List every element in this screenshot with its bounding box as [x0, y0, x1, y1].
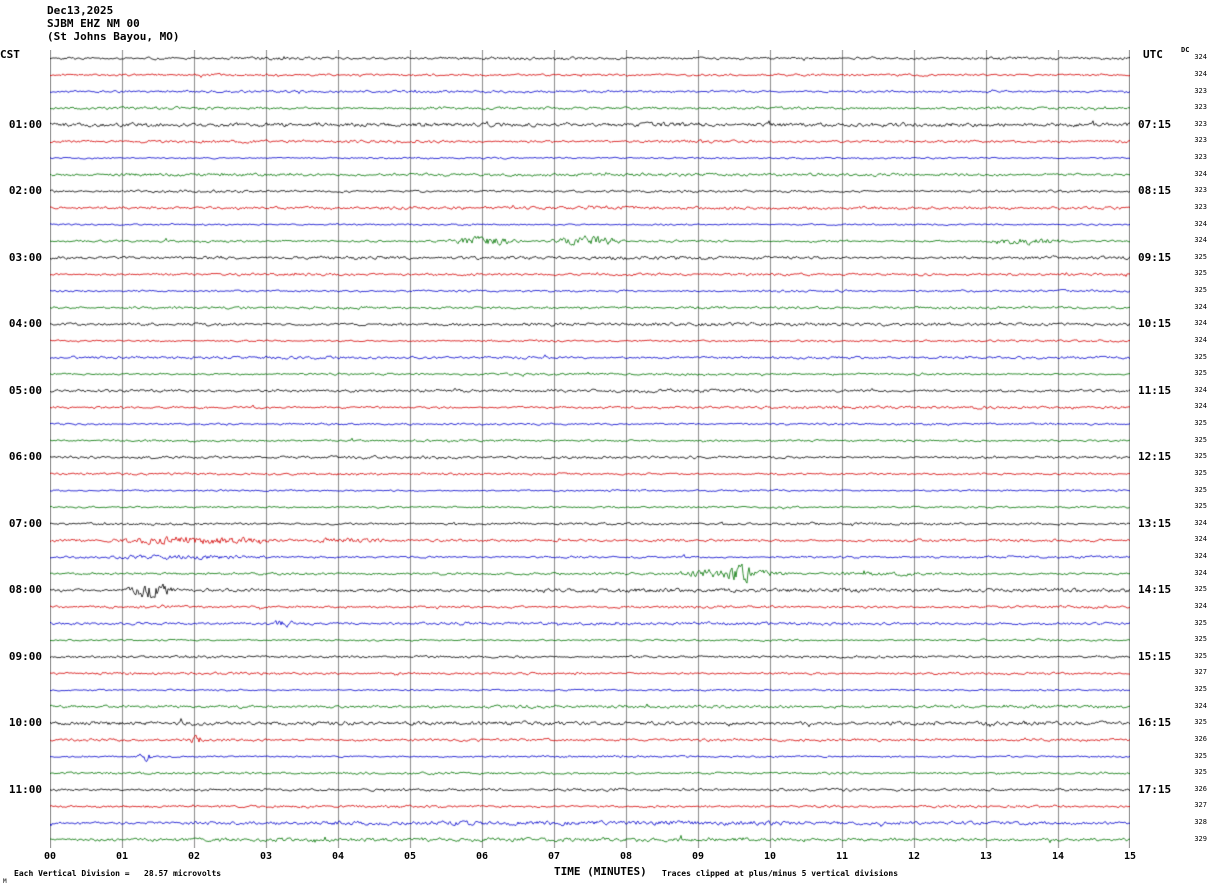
dc-value: 324 [1194, 552, 1207, 561]
title-location: (St Johns Bayou, MO) [47, 30, 180, 43]
utc-tick-label: 17:15 [1138, 782, 1172, 796]
minute-tick-label: 10 [763, 851, 777, 862]
dc-value: 327 [1194, 801, 1207, 810]
cst-tick-label: 01:00 [8, 117, 42, 131]
cst-tick-label: 11:00 [8, 782, 42, 796]
dc-value: 323 [1194, 136, 1207, 145]
dc-value: 324 [1194, 69, 1207, 78]
dc-value: 324 [1194, 535, 1207, 544]
cst-tick-label: 08:00 [8, 583, 42, 597]
utc-tick-label: 09:15 [1138, 250, 1172, 264]
dc-value: 323 [1194, 153, 1207, 162]
dc-value: 324 [1194, 219, 1207, 228]
minute-tick-label: 14 [1051, 851, 1065, 862]
minute-tick-label: 04 [331, 851, 345, 862]
dc-value: 325 [1194, 369, 1207, 378]
utc-tick-label: 08:15 [1138, 184, 1172, 198]
dc-value: 325 [1194, 768, 1207, 777]
utc-tick-label: 07:15 [1138, 117, 1172, 131]
dc-value: 328 [1194, 818, 1207, 827]
seismogram-canvas [50, 50, 1130, 848]
title-station: SJBM EHZ NM 00 [47, 17, 140, 30]
right-axis-title: UTC [1143, 48, 1163, 61]
minute-tick-label: 09 [691, 851, 705, 862]
right-axis-ticks: 07:15 08:15 09:15 10:15 11:15 12:15 13:15 14:15… [1136, 0, 1182, 886]
dc-value: 325 [1194, 685, 1207, 694]
cst-tick-label: 06:00 [8, 450, 42, 464]
dc-value: 324 [1194, 302, 1207, 311]
footer-scale-note: Each Vertical Division = 28.57 microvolt… [14, 869, 222, 878]
cst-tick-label: 07:00 [8, 516, 42, 530]
dc-value: 325 [1194, 618, 1207, 627]
dc-value: 325 [1194, 452, 1207, 461]
minute-tick-label: 12 [907, 851, 921, 862]
left-axis-title: CST [0, 48, 20, 61]
dc-value: 323 [1194, 186, 1207, 195]
utc-tick-label: 15:15 [1138, 649, 1172, 663]
x-axis-label: TIME (MINUTES) [554, 865, 647, 878]
dc-value: 329 [1194, 834, 1207, 843]
dc-value: 324 [1194, 402, 1207, 411]
dc-value: 327 [1194, 668, 1207, 677]
minute-tick-label: 08 [619, 851, 633, 862]
left-axis-ticks: 01:00 02:00 03:00 04:00 05:00 06:00 07:00 08:00… [0, 0, 46, 886]
dc-value: 323 [1194, 119, 1207, 128]
dc-value: 325 [1194, 485, 1207, 494]
dc-value: 325 [1194, 468, 1207, 477]
dc-value: 324 [1194, 518, 1207, 527]
dc-value: 325 [1194, 718, 1207, 727]
dc-value: 325 [1194, 502, 1207, 511]
dc-value: 324 [1194, 568, 1207, 577]
minute-tick-label: 07 [547, 851, 561, 862]
dc-values-column: 324 324 323 323 323 323 323 324 323 323 324 324 325 3… [1183, 0, 1209, 886]
dc-value: 325 [1194, 651, 1207, 660]
minute-tick-label: 11 [835, 851, 849, 862]
minute-tick-label: 03 [259, 851, 273, 862]
dc-value: 326 [1194, 784, 1207, 793]
dc-value: 326 [1194, 734, 1207, 743]
dc-value: 324 [1194, 601, 1207, 610]
dc-value: 323 [1194, 86, 1207, 95]
utc-tick-label: 10:15 [1138, 317, 1172, 331]
dc-value: 324 [1194, 319, 1207, 328]
dc-value: 325 [1194, 585, 1207, 594]
minute-tick-label: 13 [979, 851, 993, 862]
dc-value: 324 [1194, 53, 1207, 62]
dc-value: 325 [1194, 635, 1207, 644]
dc-value: 325 [1194, 751, 1207, 760]
dc-column-header: DC [1181, 46, 1190, 54]
minute-tick-label: 01 [115, 851, 129, 862]
dc-value: 325 [1194, 435, 1207, 444]
dc-value: 325 [1194, 286, 1207, 295]
utc-tick-label: 16:15 [1138, 716, 1172, 730]
dc-value: 325 [1194, 352, 1207, 361]
dc-value: 324 [1194, 385, 1207, 394]
dc-value: 325 [1194, 419, 1207, 428]
dc-value: 324 [1194, 701, 1207, 710]
minute-tick-label: 02 [187, 851, 201, 862]
utc-tick-label: 14:15 [1138, 583, 1172, 597]
dc-value: 323 [1194, 202, 1207, 211]
utc-tick-label: 13:15 [1138, 516, 1172, 530]
cst-tick-label: 04:00 [8, 317, 42, 331]
title-date: Dec13,2025 [47, 4, 114, 17]
utc-tick-label: 12:15 [1138, 450, 1172, 464]
footer-clip-note: Traces clipped at plus/minus 5 vertical … [662, 869, 899, 878]
corner-mark: M [3, 878, 7, 885]
dc-value: 325 [1194, 269, 1207, 278]
dc-value: 324 [1194, 335, 1207, 344]
dc-value: 324 [1194, 169, 1207, 178]
utc-tick-label: 11:15 [1138, 383, 1172, 397]
cst-tick-label: 02:00 [8, 184, 42, 198]
cst-tick-label: 05:00 [8, 383, 42, 397]
cst-tick-label: 09:00 [8, 649, 42, 663]
cst-tick-label: 10:00 [8, 716, 42, 730]
dc-value: 325 [1194, 252, 1207, 261]
dc-value: 323 [1194, 103, 1207, 112]
minute-tick-label: 06 [475, 851, 489, 862]
cst-tick-label: 03:00 [8, 250, 42, 264]
dc-value: 324 [1194, 236, 1207, 245]
minute-tick-label: 05 [403, 851, 417, 862]
